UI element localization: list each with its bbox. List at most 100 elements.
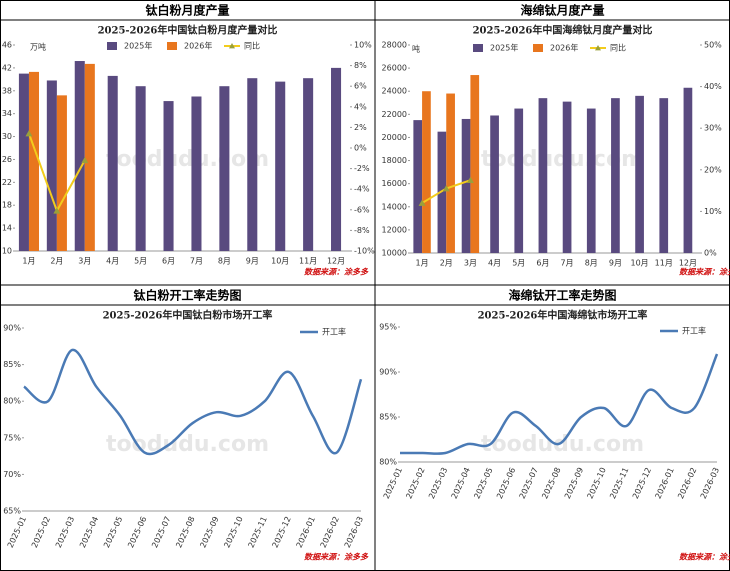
x-tick-label: 2025-05 — [102, 515, 124, 549]
x-tick-label: 11月 — [655, 259, 673, 268]
x-tick-label: 11月 — [299, 257, 317, 266]
x-tick-label: 2025-05 — [472, 466, 494, 500]
x-tick-label: 12月 — [327, 257, 345, 266]
y-tick-label: 90% — [379, 368, 397, 377]
bar — [56, 95, 67, 251]
x-tick-label: 2025-01 — [382, 466, 404, 500]
y-tick-label: 30 — [2, 132, 12, 141]
y-tick-label: 65% — [3, 507, 21, 516]
bar — [74, 61, 85, 252]
y-tick-label: 26000 — [382, 64, 407, 73]
bar — [84, 63, 95, 252]
x-tick-label: 2026-01 — [295, 515, 317, 549]
x-tick-label: 10月 — [271, 257, 289, 266]
legend-label: 2025年 — [124, 41, 152, 51]
x-tick-label: 4月 — [488, 259, 501, 268]
watermark: toodudu.com — [481, 432, 644, 457]
x-tick-label: 12月 — [679, 259, 697, 268]
y-tick-label: 80% — [379, 458, 397, 467]
y2-tick-label: 40% — [704, 82, 722, 91]
y-tick-label: 46 — [2, 41, 12, 50]
x-tick-label: 8月 — [218, 257, 231, 266]
y-tick-label: 28000 — [382, 41, 407, 50]
y-tick-label: 18000 — [382, 156, 407, 165]
chart-title: 2025-2026年中国海绵钛市场开工率 — [478, 309, 648, 322]
x-tick-label: 2026-03 — [699, 466, 721, 500]
x-tick-label: 2月 — [440, 259, 453, 268]
x-tick-label: 2025-12 — [271, 515, 293, 549]
y2-tick-label: 2% — [354, 123, 367, 132]
bar — [461, 118, 471, 253]
legend-label: 开工率 — [322, 327, 346, 337]
y-tick-label: 22 — [2, 178, 12, 187]
x-tick-label: 9月 — [609, 259, 622, 268]
unit-label: 吨 — [412, 44, 420, 54]
x-tick-label: 2026-01 — [654, 466, 676, 500]
yoy-marker — [442, 185, 450, 192]
source: 数据来源：涂多多 — [304, 553, 369, 562]
yoy-marker — [418, 199, 426, 206]
y2-tick-label: -10% — [354, 247, 375, 256]
bar — [135, 86, 146, 251]
unit-label: 万吨 — [30, 42, 46, 52]
x-tick-label: 2026-02 — [676, 466, 698, 500]
y2-tick-label: -6% — [354, 205, 370, 214]
x-tick-label: 7月 — [190, 257, 203, 266]
x-tick-label: 2025-06 — [495, 466, 517, 500]
rate-line — [400, 353, 719, 455]
chart-title: 2025-2026年中国钛白粉月度产量对比 — [98, 24, 278, 37]
x-tick-label: 2025-11 — [608, 466, 630, 500]
legend-swatch — [229, 43, 235, 49]
legend-label: 2026年 — [184, 41, 212, 51]
rate-line — [23, 348, 363, 456]
yoy-marker — [25, 130, 33, 137]
legend-swatch — [473, 44, 483, 52]
y2-tick-label: 4% — [354, 102, 367, 111]
y2-tick-label: 20% — [704, 165, 722, 174]
x-tick-label: 4月 — [106, 257, 119, 266]
legend-label: 2026年 — [550, 43, 578, 53]
source: 数据来源：涂多多 — [679, 553, 730, 562]
x-tick-label: 2025-04 — [78, 515, 100, 549]
x-tick-label: 2025-10 — [586, 466, 608, 500]
x-tick-label: 10月 — [630, 259, 648, 268]
x-tick-label: 2025-03 — [427, 466, 449, 500]
y-tick-label: 42 — [2, 63, 12, 72]
y2-tick-label: 30% — [704, 124, 722, 133]
bar — [470, 75, 480, 254]
source: 数据来源：涂多多 — [304, 268, 369, 277]
yoy-marker — [53, 207, 61, 214]
x-tick-label: 5月 — [512, 259, 525, 268]
y-tick-label: 14 — [2, 224, 12, 233]
x-tick-label: 2026-03 — [343, 515, 365, 549]
x-tick-label: 2026-02 — [319, 515, 341, 549]
x-tick-label: 2025-09 — [563, 466, 585, 500]
y-tick-label: 14000 — [382, 202, 407, 211]
x-tick-label: 6月 — [536, 259, 549, 268]
x-tick-label: 2025-07 — [518, 466, 540, 500]
chart-title: 2025-2026年中国海绵钛月度产量对比 — [473, 24, 653, 37]
legend-swatch — [107, 42, 117, 50]
y2-tick-label: -2% — [354, 164, 370, 173]
bar — [46, 80, 57, 251]
bar — [538, 98, 548, 254]
x-tick-label: 6月 — [162, 257, 175, 266]
legend-label: 2025年 — [490, 43, 518, 53]
y-tick-label: 10000 — [382, 249, 407, 258]
y-tick-label: 38 — [2, 86, 12, 95]
panel-title: 海绵钛月度产量 — [520, 3, 604, 18]
y-tick-label: 18 — [2, 201, 12, 210]
bar — [611, 98, 620, 254]
y-tick-label: 22000 — [382, 110, 407, 119]
y2-tick-label: 10% — [704, 207, 722, 216]
yoy-marker — [466, 176, 474, 183]
bar — [422, 91, 431, 253]
y-tick-label: 85% — [3, 360, 21, 369]
x-tick-label: 2025-02 — [30, 515, 52, 549]
bar — [219, 86, 230, 251]
x-tick-label: 7月 — [561, 259, 574, 268]
y2-tick-label: 0% — [354, 144, 367, 153]
bar — [635, 95, 644, 253]
x-tick-label: 2025-07 — [150, 515, 172, 549]
